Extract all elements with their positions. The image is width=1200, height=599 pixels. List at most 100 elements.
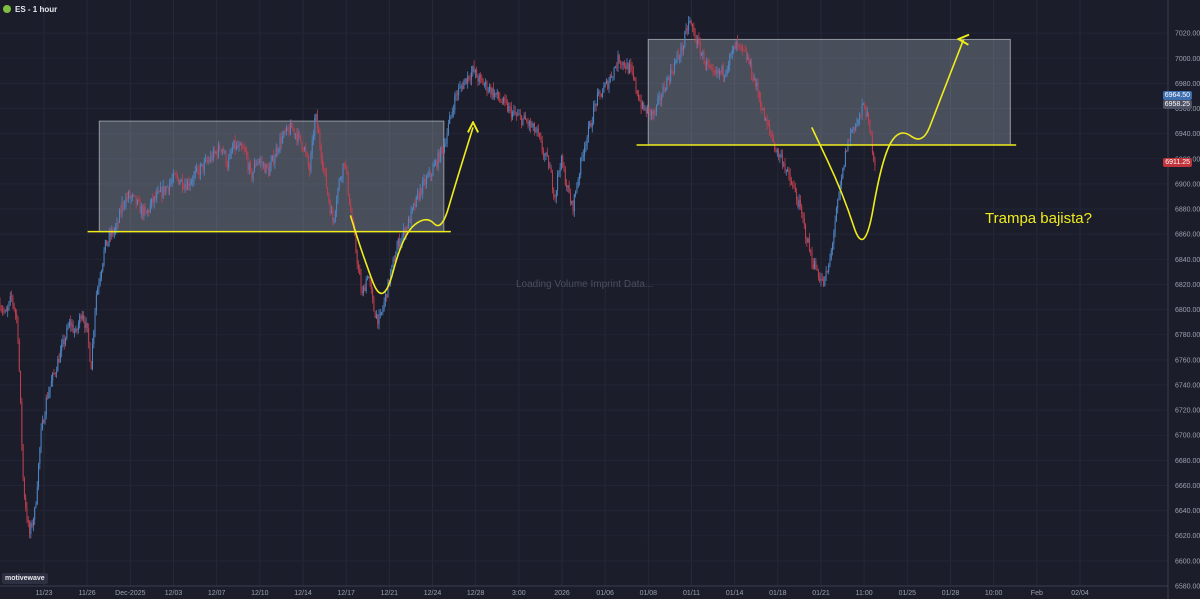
candle-body xyxy=(201,163,203,166)
candle-body xyxy=(685,28,687,34)
candle-body xyxy=(487,90,489,92)
candle-body xyxy=(730,53,732,55)
x-tick-label: 12/07 xyxy=(208,590,226,597)
status-dot-icon xyxy=(3,5,11,13)
candle-body xyxy=(697,38,699,45)
y-tick-label: 6640.00 xyxy=(1175,508,1200,515)
candle-body xyxy=(794,186,796,193)
y-tick-label: 7000.00 xyxy=(1175,56,1200,63)
candle-body xyxy=(451,111,453,116)
candle-body xyxy=(506,102,508,111)
candle-body xyxy=(727,65,729,70)
candle-body xyxy=(184,184,186,188)
x-tick-label: 01/11 xyxy=(683,590,700,597)
candle-body xyxy=(668,78,670,82)
candle-body xyxy=(122,202,124,206)
candle-body xyxy=(399,239,401,248)
candle-body xyxy=(598,91,600,94)
candle-body xyxy=(745,51,747,60)
candle-body xyxy=(824,276,826,286)
candle-body xyxy=(450,115,452,117)
candle-body xyxy=(420,188,422,194)
candle-body xyxy=(842,167,844,179)
candle-body xyxy=(715,72,717,74)
candle-body xyxy=(244,149,246,151)
candle-body xyxy=(600,93,602,97)
candle-body xyxy=(680,45,682,58)
candle-body xyxy=(626,63,628,70)
candle-body xyxy=(555,190,557,198)
candle-body xyxy=(151,198,153,205)
candle-body xyxy=(554,197,556,198)
candle-body xyxy=(779,155,781,158)
y-tick-label: 6780.00 xyxy=(1175,332,1200,339)
candle-body xyxy=(373,297,375,312)
candle-body xyxy=(491,88,493,95)
candle-body xyxy=(212,150,214,160)
candle-body xyxy=(57,359,59,372)
candle-body xyxy=(377,314,379,325)
candle-body xyxy=(778,149,780,158)
candle-body xyxy=(66,327,68,339)
candle-body xyxy=(582,155,584,157)
candle-body xyxy=(205,159,207,162)
candle-body xyxy=(31,523,33,527)
candle-body xyxy=(413,203,415,208)
candle-body xyxy=(654,110,656,112)
candle-body xyxy=(739,45,741,46)
candle-body xyxy=(260,161,262,163)
candle-body xyxy=(345,164,347,166)
x-tick-label: 02/04 xyxy=(1071,590,1089,597)
y-tick-label: 6860.00 xyxy=(1175,232,1200,239)
candle-body xyxy=(387,279,389,298)
candle-body xyxy=(607,80,609,89)
candle-body xyxy=(717,69,719,74)
candle-body xyxy=(761,107,763,110)
candle-body xyxy=(469,78,471,80)
candle-body xyxy=(95,294,97,311)
candle-body xyxy=(490,86,492,95)
candle-body xyxy=(402,229,404,236)
candle-body xyxy=(208,160,210,162)
candle-body xyxy=(153,196,155,203)
candle-body xyxy=(179,181,181,185)
candle-body xyxy=(199,165,201,175)
candle-body xyxy=(622,61,624,65)
range-box xyxy=(647,38,1011,146)
range-box xyxy=(98,120,445,233)
chart-header[interactable]: ES - 1 hour xyxy=(3,2,57,16)
candle-body xyxy=(873,152,875,161)
candle-body xyxy=(2,309,4,311)
candle-body xyxy=(766,118,768,125)
candle-body xyxy=(532,123,534,127)
candle-body xyxy=(571,201,573,204)
candle-body xyxy=(545,153,547,155)
candle-body xyxy=(802,213,804,219)
candle-body xyxy=(515,114,517,116)
candle-body xyxy=(253,163,255,173)
candle-body xyxy=(332,210,334,222)
candle-body xyxy=(347,173,349,195)
candle-body xyxy=(701,54,703,56)
candle-body xyxy=(158,190,160,192)
candle-body xyxy=(869,119,871,131)
candle-body xyxy=(143,207,145,217)
candle-body xyxy=(523,115,525,119)
candle-body xyxy=(138,199,140,202)
candle-body xyxy=(780,154,782,156)
candle-body xyxy=(699,42,701,56)
candle-body xyxy=(517,114,519,116)
candle-body xyxy=(238,145,240,148)
candle-body xyxy=(775,150,777,152)
support-lines xyxy=(87,144,1017,233)
candle-body xyxy=(68,321,70,328)
candle-body xyxy=(233,140,235,149)
candle-body xyxy=(630,64,632,67)
candle-body xyxy=(830,249,832,259)
candle-body xyxy=(684,33,686,47)
candle-body xyxy=(747,57,749,60)
candle-body xyxy=(837,200,839,208)
candle-body xyxy=(596,93,598,106)
candle-body xyxy=(343,163,345,165)
